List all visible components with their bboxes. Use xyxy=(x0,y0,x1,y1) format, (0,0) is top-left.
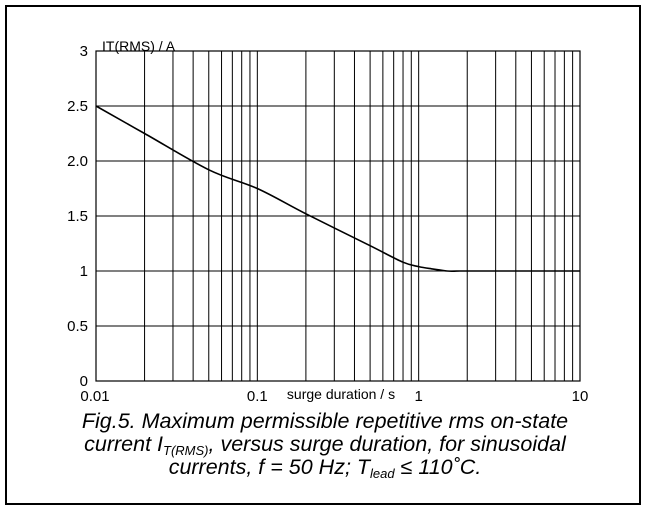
x-tick-label: 0.1 xyxy=(247,388,268,405)
plot-border xyxy=(95,50,581,382)
y-tick-label: 1 xyxy=(80,263,88,280)
grid xyxy=(96,51,580,381)
y-tick-label: 2.5 xyxy=(67,98,88,115)
x-tick-label: 0.01 xyxy=(80,388,109,405)
y-tick-label: 0 xyxy=(80,373,88,390)
caption-line-3: currents, f = 50 Hz; Tlead ≤ 110˚C. xyxy=(168,455,482,481)
series-line xyxy=(95,105,580,272)
y-axis-label: IT(RMS) / A xyxy=(102,38,176,54)
figure-caption: Fig.5. Maximum permissible repetitive rm… xyxy=(7,409,643,481)
chart-plot: 0 0.5 1 1.5 2.0 2.5 3 0.01 0.1 1 10 IT(RMS) / A su… xyxy=(67,38,588,405)
y-tick-label: 1.5 xyxy=(67,208,88,225)
caption-line-2: current IT(RMS), versus surge duration, … xyxy=(84,432,566,458)
x-tick-label: 10 xyxy=(572,388,589,405)
y-tick-label: 2.0 xyxy=(67,153,88,170)
caption-line-1: Fig.5. Maximum permissible repetitive rm… xyxy=(81,409,569,433)
x-tick-label: 1 xyxy=(414,388,422,405)
y-tick-label: 0.5 xyxy=(67,318,88,335)
tick-labels: 0 0.5 1 1.5 2.0 2.5 3 0.01 0.1 1 10 xyxy=(67,43,588,405)
y-tick-label: 3 xyxy=(80,43,88,60)
x-axis-label: surge duration / s xyxy=(287,386,395,402)
figure-frame: 0 0.5 1 1.5 2.0 2.5 3 0.01 0.1 1 10 IT(RMS) / A su… xyxy=(5,5,641,505)
